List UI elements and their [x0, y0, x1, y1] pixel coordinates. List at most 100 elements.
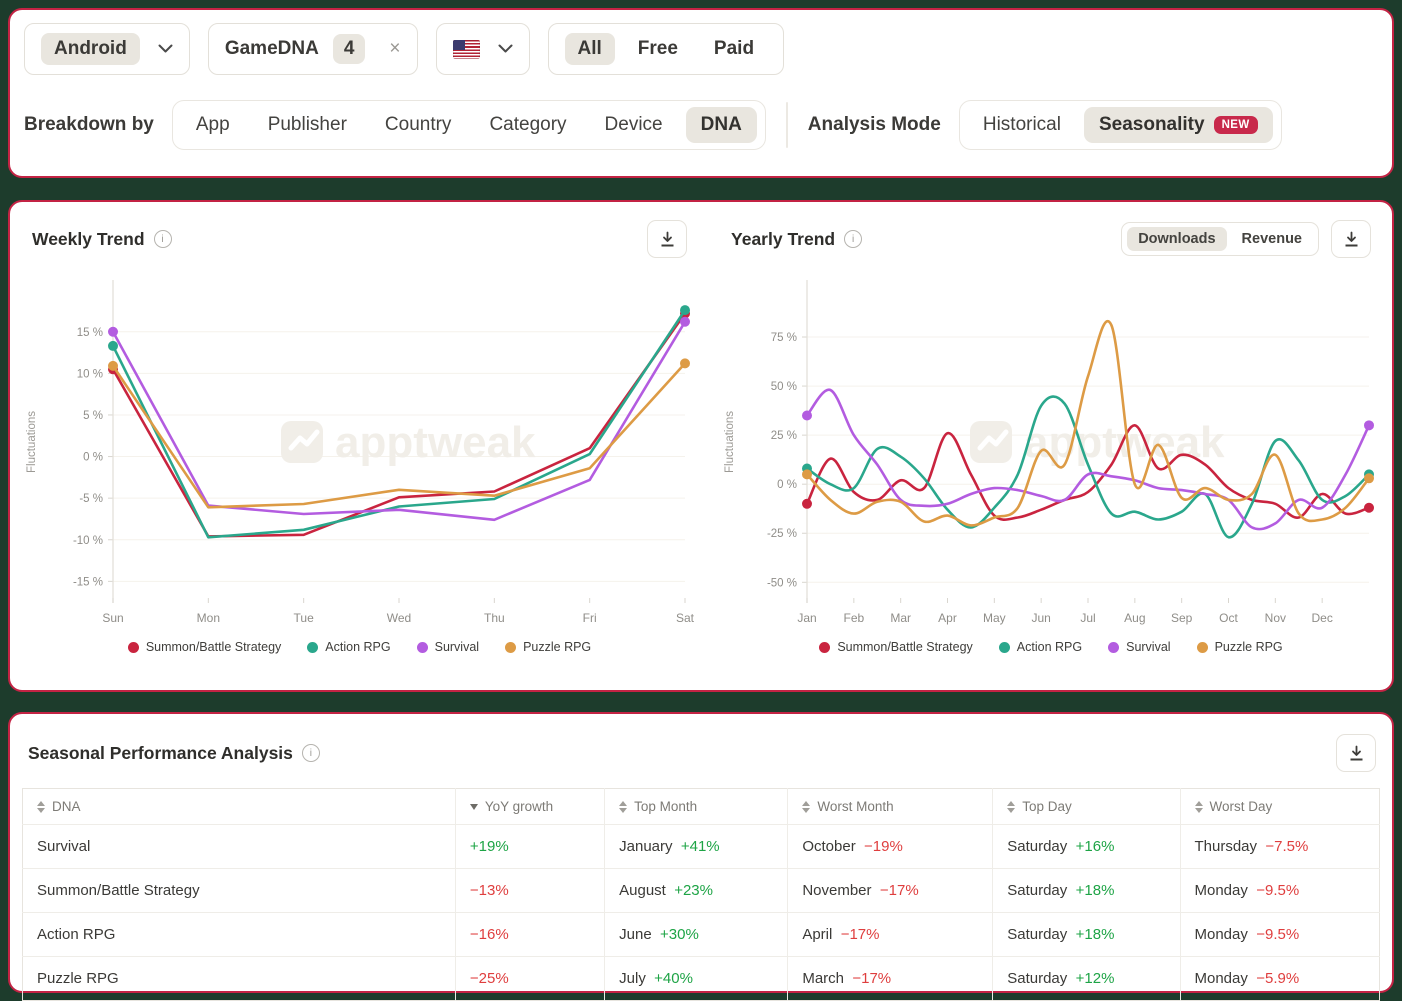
- svg-text:Tue: Tue: [293, 611, 314, 625]
- legend-item-puzzle-rpg[interactable]: Puzzle RPG: [505, 640, 591, 654]
- tab-device[interactable]: Device: [604, 114, 663, 135]
- col-header-yoy-growth[interactable]: YoY growth: [455, 788, 606, 825]
- worst-day-cell: Monday −9.5%: [1180, 912, 1380, 957]
- svg-text:50 %: 50 %: [771, 381, 797, 393]
- download-icon: [1345, 231, 1357, 246]
- info-icon[interactable]: i: [153, 230, 172, 248]
- legend-label: Action RPG: [325, 640, 391, 654]
- svg-text:Apr: Apr: [938, 611, 957, 625]
- sort-icon: [802, 801, 811, 814]
- svg-text:Fluctuations: Fluctuations: [724, 411, 736, 473]
- svg-text:Nov: Nov: [1265, 611, 1286, 625]
- yoy-cell: −16%: [455, 912, 606, 957]
- table-row: Puzzle RPG −25% July +40% March −17% Sat…: [22, 956, 1380, 1001]
- sort-icon: [619, 801, 628, 814]
- info-icon[interactable]: i: [844, 230, 863, 248]
- platform-dropdown[interactable]: Android: [24, 23, 190, 75]
- table-row: Summon/Battle Strategy −13% August +23% …: [22, 868, 1380, 913]
- legend-item-survival[interactable]: Survival: [416, 640, 480, 654]
- tab-dna[interactable]: DNA: [685, 107, 757, 143]
- analysis-mode-label: Analysis Mode: [807, 114, 941, 135]
- legend-label: Puzzle RPG: [523, 640, 592, 654]
- yearly-trend-panel: Yearly Trend i Downloads Revenue: [709, 202, 1393, 690]
- table-row: Survival +19% January +41% October −19% …: [22, 824, 1380, 869]
- analysis-mode-tabs: Historical Seasonality NEW: [958, 100, 1282, 150]
- legend-label: Summon/Battle Strategy: [145, 640, 282, 654]
- svg-text:apptweak: apptweak: [335, 418, 536, 467]
- legend-item-summon-battle-strategy[interactable]: Summon/Battle Strategy: [819, 640, 973, 654]
- pricing-option-paid[interactable]: Paid: [713, 38, 755, 59]
- trend-charts-card: Weekly Trend i 15 % 10 % 5 % 0 % -5 % -10 % -1…: [8, 200, 1394, 692]
- svg-text:Fri: Fri: [582, 611, 596, 625]
- yearly-trend-chart: 75 % 50 % 25 % 0 % -25 % -50 % Jan Feb Mar Apr May…: [724, 280, 1374, 625]
- download-button[interactable]: [647, 220, 687, 258]
- pricing-option-all[interactable]: All: [564, 33, 615, 65]
- dna-cell: Puzzle RPG: [22, 956, 456, 1001]
- worst-day-cell: Thursday −7.5%: [1180, 824, 1380, 869]
- legend-item-summon-battle-strategy[interactable]: Summon/Battle Strategy: [127, 640, 282, 654]
- col-header-dna[interactable]: DNA: [22, 788, 456, 825]
- legend-label: Survival: [1126, 640, 1171, 654]
- seasonality-label: Seasonality: [1098, 114, 1205, 135]
- apptweak-watermark: apptweak: [970, 418, 1225, 467]
- weekly-trend-panel: Weekly Trend i 15 % 10 % 5 % 0 % -5 % -10 % -1…: [10, 202, 709, 690]
- col-header-worst-month[interactable]: Worst Month: [787, 788, 994, 825]
- svg-text:Feb: Feb: [843, 611, 864, 625]
- tab-publisher[interactable]: Publisher: [267, 114, 347, 135]
- toggle-revenue[interactable]: Revenue: [1241, 231, 1302, 247]
- breakdown-row: Breakdown by App Publisher Country Categ…: [24, 96, 1378, 154]
- svg-text:10 %: 10 %: [76, 368, 102, 380]
- sort-icon: [1007, 801, 1016, 814]
- col-header-top-day[interactable]: Top Day: [992, 788, 1181, 825]
- col-header-worst-day[interactable]: Worst Day: [1180, 789, 1380, 825]
- pricing-option-free[interactable]: Free: [637, 38, 678, 59]
- legend-label: Action RPG: [1016, 640, 1083, 654]
- legend-dot: [1108, 641, 1120, 653]
- svg-text:Jul: Jul: [1080, 611, 1095, 625]
- tab-country[interactable]: Country: [384, 114, 452, 135]
- legend-dot: [1196, 641, 1208, 653]
- legend-dot: [998, 641, 1010, 653]
- yearly-legend: Summon/Battle Strategy Action RPG Survival…: [719, 640, 1383, 654]
- chevron-down-icon: [498, 44, 513, 54]
- svg-text:Oct: Oct: [1219, 611, 1238, 625]
- legend-item-action-rpg[interactable]: Action RPG: [307, 640, 391, 654]
- tab-historical[interactable]: Historical: [982, 114, 1061, 135]
- legend-dot: [505, 641, 517, 653]
- worst-month-cell: November −17%: [787, 868, 994, 913]
- yoy-cell: −25%: [455, 956, 606, 1001]
- tab-app[interactable]: App: [195, 114, 230, 135]
- pricing-segmented-control: All Free Paid: [547, 23, 785, 75]
- col-header-top-month[interactable]: Top Month: [604, 788, 789, 825]
- download-button[interactable]: [1331, 220, 1371, 258]
- yearly-trend-title: Yearly Trend: [731, 228, 836, 249]
- worst-month-cell: October −19%: [787, 824, 994, 869]
- legend-label: Puzzle RPG: [1214, 640, 1283, 654]
- toggle-downloads[interactable]: Downloads: [1127, 227, 1227, 251]
- top-day-cell: Saturday +16%: [992, 824, 1181, 869]
- country-dropdown[interactable]: [435, 23, 530, 75]
- gamedna-filter-chip[interactable]: GameDNA 4 ×: [207, 23, 418, 75]
- svg-text:Mar: Mar: [890, 611, 911, 625]
- legend-label: Survival: [434, 640, 480, 654]
- seasonal-performance-card: Seasonal Performance Analysis i DNA YoY …: [8, 712, 1394, 1001]
- legend-item-puzzle-rpg[interactable]: Puzzle RPG: [1196, 640, 1283, 654]
- weekly-trend-chart: 15 % 10 % 5 % 0 % -5 % -10 % -15 % Sun Mon Tue Wed…: [26, 280, 694, 625]
- top-month-cell: July +40%: [604, 956, 789, 1001]
- yoy-cell: −13%: [455, 868, 606, 913]
- top-day-cell: Saturday +18%: [992, 868, 1181, 913]
- tab-category[interactable]: Category: [489, 114, 567, 135]
- legend-item-survival[interactable]: Survival: [1108, 640, 1171, 654]
- weekly-legend: Summon/Battle Strategy Action RPG Survival…: [20, 640, 699, 654]
- new-badge: NEW: [1213, 116, 1258, 134]
- close-icon[interactable]: ×: [389, 38, 401, 59]
- tab-seasonality[interactable]: Seasonality NEW: [1083, 107, 1273, 143]
- download-icon: [1350, 745, 1362, 760]
- download-button[interactable]: [1336, 734, 1376, 772]
- legend-item-action-rpg[interactable]: Action RPG: [998, 640, 1083, 654]
- info-icon[interactable]: i: [301, 744, 320, 762]
- svg-text:May: May: [983, 611, 1006, 625]
- weekly-trend-title: Weekly Trend: [32, 228, 145, 249]
- legend-label: Summon/Battle Strategy: [837, 640, 973, 654]
- svg-text:75 %: 75 %: [771, 332, 797, 344]
